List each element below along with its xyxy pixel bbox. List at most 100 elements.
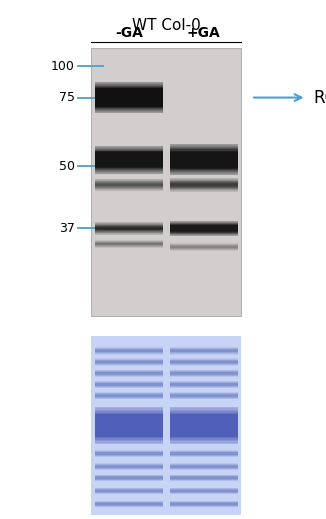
Bar xyxy=(95,91,163,92)
Bar xyxy=(170,412,238,413)
Bar xyxy=(170,443,238,444)
Bar xyxy=(170,165,238,166)
Bar xyxy=(95,426,163,428)
Bar xyxy=(91,336,241,515)
Bar xyxy=(95,104,163,105)
Bar xyxy=(170,441,238,443)
Bar xyxy=(95,157,163,158)
Bar xyxy=(170,440,238,441)
Bar xyxy=(95,109,163,110)
Bar xyxy=(95,108,163,109)
Bar xyxy=(170,426,238,428)
Bar xyxy=(170,422,238,424)
Bar xyxy=(170,160,238,161)
Bar xyxy=(95,149,163,151)
Text: 50: 50 xyxy=(59,159,75,173)
Bar xyxy=(170,414,238,416)
Bar xyxy=(95,168,163,169)
Bar xyxy=(170,166,238,167)
Bar xyxy=(170,425,238,426)
Bar xyxy=(170,225,238,226)
Bar xyxy=(170,147,238,148)
Bar xyxy=(95,93,163,94)
Bar xyxy=(170,413,238,414)
Bar xyxy=(95,166,163,167)
Bar xyxy=(170,223,238,224)
Bar xyxy=(95,105,163,106)
Bar xyxy=(95,443,163,444)
Bar xyxy=(95,94,163,95)
Bar xyxy=(170,438,238,440)
Bar xyxy=(170,428,238,429)
Bar xyxy=(170,231,238,232)
Bar xyxy=(91,48,241,316)
Bar xyxy=(95,110,163,111)
Bar xyxy=(95,410,163,412)
Bar xyxy=(95,89,163,90)
Bar xyxy=(170,152,238,153)
Text: 100: 100 xyxy=(51,60,75,73)
Bar xyxy=(170,173,238,174)
Bar xyxy=(95,154,163,155)
Bar xyxy=(95,85,163,86)
Bar xyxy=(95,170,163,171)
Bar xyxy=(170,144,238,145)
Bar xyxy=(95,424,163,425)
Bar xyxy=(170,435,238,437)
Bar xyxy=(95,172,163,173)
Bar xyxy=(170,157,238,158)
Text: -GA: -GA xyxy=(115,26,143,40)
Bar xyxy=(170,149,238,151)
Bar xyxy=(95,99,163,100)
Bar xyxy=(95,165,163,166)
Bar xyxy=(95,425,163,426)
Bar xyxy=(95,162,163,163)
Bar xyxy=(95,107,163,108)
Bar xyxy=(170,169,238,170)
Bar xyxy=(95,102,163,103)
Bar xyxy=(170,151,238,152)
Bar xyxy=(170,227,238,228)
Bar xyxy=(170,233,238,234)
Bar xyxy=(95,173,163,174)
Bar xyxy=(170,229,238,230)
Bar xyxy=(170,437,238,438)
Bar xyxy=(95,101,163,102)
Bar xyxy=(95,429,163,431)
Bar xyxy=(170,174,238,175)
Bar xyxy=(170,416,238,417)
Bar xyxy=(170,221,238,222)
Bar xyxy=(95,441,163,443)
Bar xyxy=(95,95,163,97)
Bar xyxy=(95,414,163,416)
Bar xyxy=(95,152,163,153)
Bar xyxy=(170,230,238,231)
Bar xyxy=(95,146,163,147)
Bar xyxy=(170,168,238,169)
Bar xyxy=(170,153,238,154)
Bar xyxy=(170,170,238,171)
Bar xyxy=(170,172,238,173)
Bar xyxy=(95,434,163,435)
Text: 37: 37 xyxy=(59,222,75,235)
Bar xyxy=(95,92,163,93)
Bar xyxy=(170,145,238,146)
Bar xyxy=(95,103,163,104)
Bar xyxy=(170,417,238,419)
Bar xyxy=(95,86,163,87)
Bar xyxy=(95,160,163,161)
Bar xyxy=(95,408,163,410)
Text: +GA: +GA xyxy=(187,26,221,40)
Bar xyxy=(170,410,238,412)
Text: 75: 75 xyxy=(59,91,75,104)
Bar xyxy=(95,84,163,85)
Bar xyxy=(95,432,163,434)
Bar xyxy=(95,151,163,152)
Bar xyxy=(95,106,163,107)
Bar xyxy=(170,146,238,147)
Bar xyxy=(95,100,163,101)
Bar xyxy=(170,420,238,422)
Bar xyxy=(170,432,238,434)
Bar xyxy=(170,158,238,159)
Text: RGA: RGA xyxy=(313,89,326,106)
